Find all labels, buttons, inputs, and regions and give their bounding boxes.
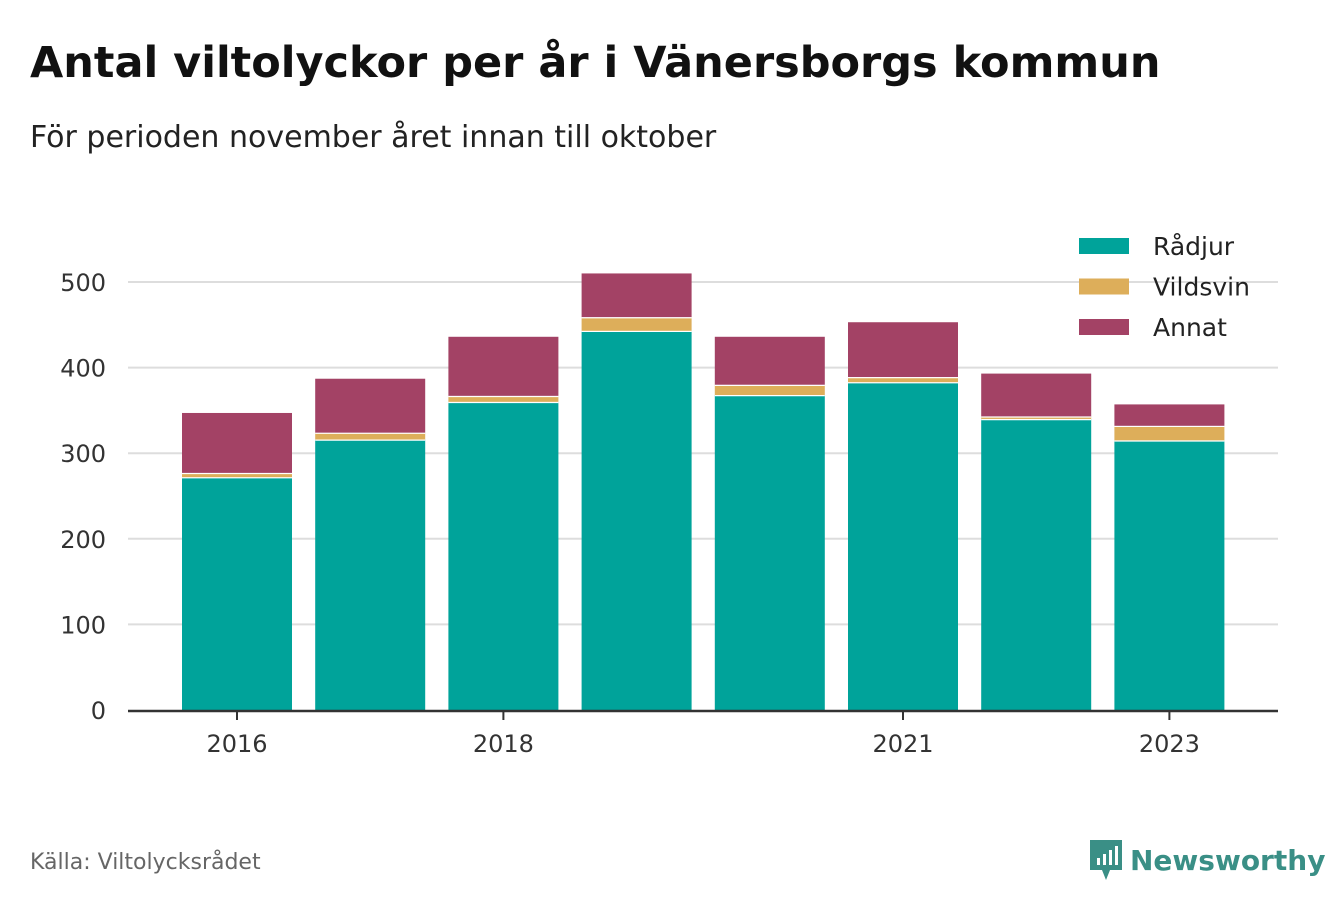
chart-title: Antal viltolyckor per år i Vänersborgs k… [30, 38, 1161, 88]
bar-segment-annat [848, 322, 958, 378]
y-tick-label: 500 [60, 269, 106, 297]
x-tick-label: 2018 [473, 730, 534, 758]
y-tick-label: 0 [91, 697, 106, 725]
bar-segment-radjur [448, 401, 559, 710]
bars [182, 273, 1225, 710]
legend-item-vildsvin-swatch [1079, 278, 1129, 295]
bar-segment-vildsvin [315, 432, 426, 440]
x-tick-label: 2023 [1139, 730, 1200, 758]
x-axis: 2016 2018 2021 2023 [128, 709, 1278, 758]
newsworthy-logo[interactable]: Newsworthy [1088, 838, 1325, 882]
bar-segment-vildsvin [714, 384, 825, 395]
bar-segment-vildsvin [182, 472, 292, 478]
bar-segment-annat [581, 273, 692, 318]
bar-segment-vildsvin [981, 416, 1092, 419]
bar-segment-radjur [1114, 440, 1225, 710]
legend: Rådjur Vildsvin Annat [1079, 232, 1250, 342]
x-tick-label: 2016 [206, 730, 267, 758]
bar-segment-annat [714, 336, 825, 385]
legend-item-radjur-label: Rådjur [1153, 232, 1235, 261]
bar-segment-radjur [981, 418, 1092, 710]
y-axis-ticks: 0 100 200 300 400 500 [60, 269, 106, 725]
y-tick-label: 300 [60, 440, 106, 468]
bar-segment-radjur [315, 439, 426, 710]
source-note: Källa: Viltolycksrådet [30, 850, 261, 875]
bar-segment-vildsvin [848, 377, 958, 383]
newsworthy-logo-text: Newsworthy [1130, 843, 1326, 877]
y-tick-label: 100 [60, 611, 106, 639]
legend-item-vildsvin-label: Vildsvin [1153, 273, 1250, 302]
chart-subtitle: För perioden november året innan till ok… [30, 120, 717, 155]
y-tick-label: 200 [60, 526, 106, 554]
legend-item-annat-swatch [1079, 319, 1129, 335]
newsworthy-logo-icon [1090, 840, 1122, 880]
bar-segment-radjur [182, 477, 292, 710]
bar-segment-vildsvin [1114, 425, 1225, 441]
bar-segment-radjur [714, 394, 825, 710]
bar-segment-annat [315, 378, 426, 433]
y-tick-label: 400 [60, 355, 106, 383]
legend-item-annat-label: Annat [1153, 313, 1227, 342]
bar-segment-annat [182, 412, 292, 473]
bar-segment-radjur [848, 382, 958, 710]
bar-segment-annat [981, 373, 1092, 417]
legend-item-radjur-swatch [1079, 238, 1129, 254]
bar-segment-radjur [581, 330, 692, 710]
bar-segment-vildsvin [581, 317, 692, 331]
x-tick-label: 2021 [872, 730, 933, 758]
bar-segment-vildsvin [448, 395, 559, 402]
bar-segment-annat [448, 336, 559, 396]
bar-segment-annat [1114, 404, 1225, 426]
